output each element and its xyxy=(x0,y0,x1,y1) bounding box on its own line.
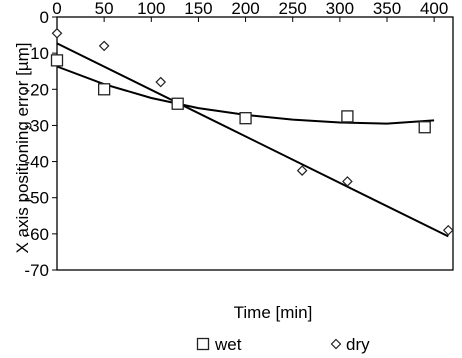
y-tick-label: -10 xyxy=(24,44,49,63)
x-tick-label: 300 xyxy=(326,0,354,18)
y-tick-label: -20 xyxy=(24,80,49,99)
wet-point xyxy=(171,97,184,110)
y-tick-label: -60 xyxy=(24,225,49,244)
data-points xyxy=(50,27,454,236)
y-tick-label: -30 xyxy=(24,116,49,135)
dry-point xyxy=(342,176,353,187)
x-tick-label: 0 xyxy=(52,0,61,18)
legend-label: dry xyxy=(346,335,370,354)
legend-item-wet: wet xyxy=(196,335,242,354)
legend-label: wet xyxy=(214,335,242,354)
y-tick-label: -70 xyxy=(24,261,49,280)
y-tick-label: -50 xyxy=(24,189,49,208)
legend-dry-diamond-icon xyxy=(330,338,342,350)
x-tick-label: 350 xyxy=(373,0,401,18)
wet-point xyxy=(50,54,64,67)
legend-item-dry: dry xyxy=(330,335,370,354)
x-tick-label: 100 xyxy=(137,0,165,18)
wet-point xyxy=(97,83,111,96)
dry-point xyxy=(442,224,454,236)
dry-trend-line xyxy=(56,42,449,238)
x-axis-ticks: 0 50 100 150 200 250 300 350 400 xyxy=(52,0,448,22)
y-axis-ticks: 0 -10 -20 -30 -40 -50 -60 -70 xyxy=(24,8,57,280)
legend: wet dry xyxy=(196,335,370,354)
x-tick-label: 400 xyxy=(420,0,448,18)
x-tick-label: 250 xyxy=(279,0,307,18)
dry-point xyxy=(98,40,110,52)
x-tick-label: 200 xyxy=(231,0,259,18)
dry-point xyxy=(51,27,63,39)
wet-point xyxy=(418,121,431,134)
wet-point xyxy=(341,110,354,123)
plot-frame xyxy=(56,16,454,271)
dry-point xyxy=(155,76,167,88)
y-tick-label: -40 xyxy=(24,153,49,172)
y-axis-label: X axis positioning error [µm] xyxy=(13,42,32,253)
x-axis-label: Time [min] xyxy=(234,303,313,322)
axes xyxy=(56,16,454,271)
x-tick-label: 150 xyxy=(184,0,212,18)
trend-lines xyxy=(56,42,449,238)
dry-point xyxy=(296,165,308,176)
legend-wet-square-icon xyxy=(196,337,210,351)
x-tick-label: 50 xyxy=(95,0,114,18)
y-tick-label: 0 xyxy=(40,8,49,27)
wet-point xyxy=(239,112,252,125)
